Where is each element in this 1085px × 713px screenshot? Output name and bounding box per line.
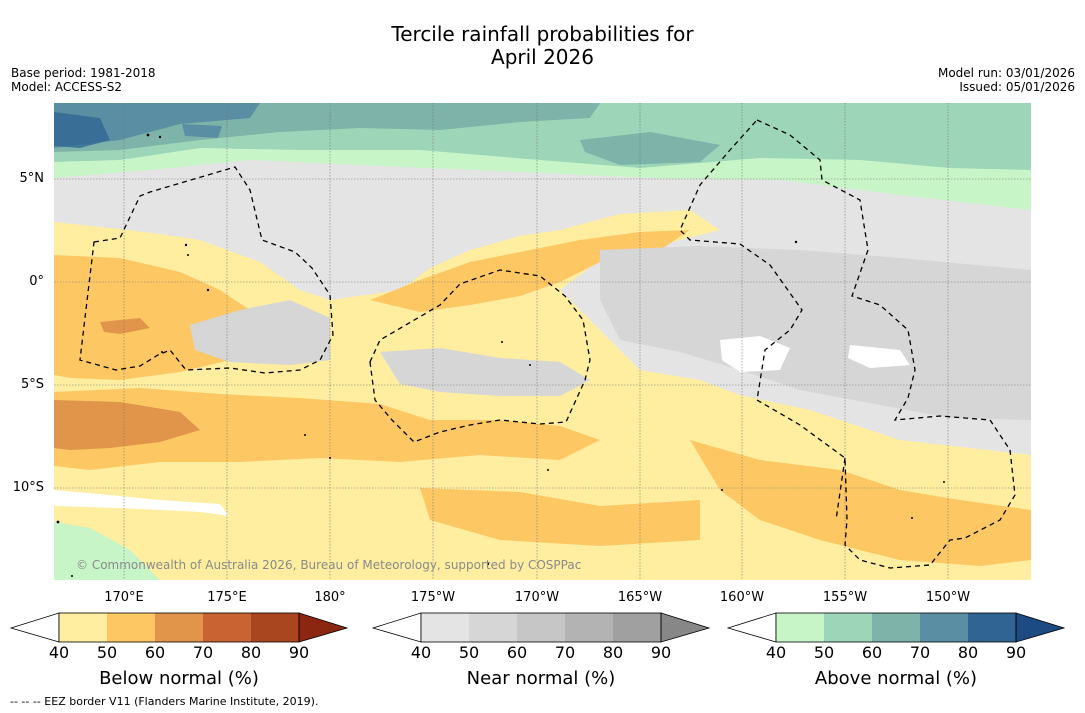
colorbar-tick: 90 [1005,643,1027,662]
colorbar-near-normal [371,612,711,643]
colorbar-tick: 80 [957,643,979,662]
lat-label: 5°N [19,171,45,186]
colorbar-label-above-normal: Above normal (%) [814,668,978,689]
colorbar-tick: 60 [144,643,166,662]
colorbar-tick: 50 [458,643,480,662]
lat-label: 5°S [20,377,44,392]
colorbar-tick: 40 [48,643,70,662]
colorbar-tick: 90 [650,643,672,662]
island-dots [56,133,945,577]
above-normal-40-patch-sw [54,522,160,580]
model-run: Model run: 03/01/2026 [937,66,1075,80]
colorbar-tick: 70 [909,643,931,662]
near-normal-white-patch-1 [720,336,910,372]
eez-borders [79,119,1016,569]
eez-footnote: -- -- -- EEZ border V11 (Flanders Marine… [10,695,319,708]
near-normal-50-patch-3 [380,348,590,396]
near-normal-50-patch-1 [190,300,330,365]
base-period: Base period: 1981-2018 [11,66,156,80]
title-line-2: April 2026 [491,45,594,69]
title-line-1: Tercile rainfall probabilities for [391,22,694,46]
lon-label: 170°E [104,590,144,605]
lon-label: 180° [314,590,346,605]
colorbar-tick: 70 [192,643,214,662]
colorbar-tick: 80 [602,643,624,662]
colorbar-tick: 60 [861,643,883,662]
colorbar-tick: 40 [765,643,787,662]
lon-label: 155°W [822,590,868,605]
lat-label: 0° [29,274,44,289]
lon-label: 175°W [410,590,456,605]
lon-label: 165°W [617,590,663,605]
colorbar-below-normal [9,612,349,643]
colorbar-tick: 50 [96,643,118,662]
lat-label: 10°S [12,480,44,495]
colorbar-tick: 70 [554,643,576,662]
below-normal-50-south-east [420,488,700,546]
colorbar-tick: 50 [813,643,835,662]
colorbar-tick: 80 [240,643,262,662]
below-normal-50-east [690,440,1031,566]
lon-label: 150°W [925,590,971,605]
lon-label: 170°W [514,590,560,605]
below-normal-60-region [54,318,200,450]
colorbar-tick: 40 [410,643,432,662]
near-normal-50-patch-2 [600,246,1031,420]
below-normal-50-south [54,388,600,470]
attribution: © Commonwealth of Australia 2026, Bureau… [76,558,582,572]
colorbar-above-normal [726,612,1066,643]
model-name: Model: ACCESS-S2 [11,80,123,94]
lon-label: 160°W [719,590,765,605]
map-fill-layer [54,103,1031,580]
colorbar-label-below-normal: Below normal (%) [99,668,259,689]
colorbar-tick: 60 [506,643,528,662]
colorbar-label-near-normal: Near normal (%) [466,668,616,689]
above-normal-80-region [54,112,110,148]
lon-label: 175°E [207,590,247,605]
colorbar-tick: 90 [288,643,310,662]
issued-date: Issued: 05/01/2026 [959,80,1075,94]
